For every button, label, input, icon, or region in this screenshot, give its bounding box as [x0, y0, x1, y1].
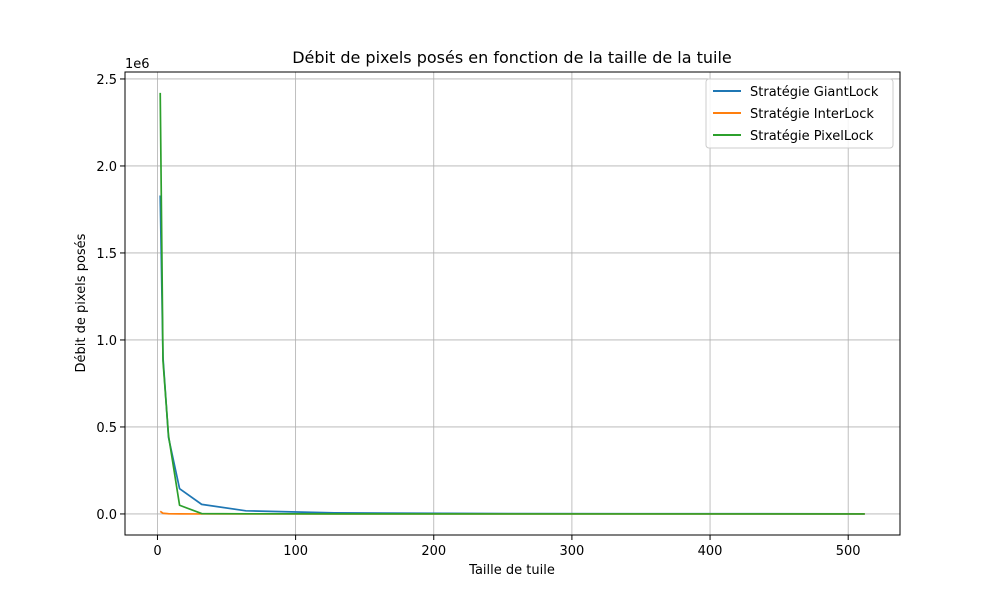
series-line-3 — [159, 92, 865, 515]
y-axis-label: Débit de pixels posés — [74, 233, 89, 372]
chart-title: Débit de pixels posés en fonction de la … — [292, 48, 732, 67]
legend: Stratégie GiantLock Stratégie InterLock St… — [705, 78, 894, 149]
x-tick-label: 500 — [836, 544, 861, 559]
series-line-1 — [159, 195, 865, 515]
x-tick-label: 400 — [698, 544, 723, 559]
series-lines — [159, 92, 865, 515]
plot-area-frame — [124, 71, 901, 536]
x-tick-label: 200 — [421, 544, 446, 559]
y-axis-offset-label: 1e6 — [125, 57, 150, 72]
y-tick-label: 1.5 — [96, 247, 117, 262]
y-tick-label: 2.0 — [96, 160, 117, 175]
x-tick-label: 100 — [283, 544, 308, 559]
y-tick-label: 0.0 — [96, 508, 117, 523]
x-axis-label: Taille de tuile — [468, 563, 555, 578]
x-tick-label: 0 — [153, 544, 161, 559]
y-tick-label: 0.5 — [96, 421, 117, 436]
legend-entry: Stratégie InterLock — [750, 107, 874, 122]
y-tick-label: 1.0 — [96, 334, 117, 349]
legend-box — [705, 78, 894, 149]
y-tick-label: 2.5 — [96, 73, 117, 88]
legend-entry: Stratégie GiantLock — [750, 85, 879, 100]
axis-ticks: 0 100 200 300 400 500 0.0 0.5 1.0 1.5 2.0 2.5 — [96, 73, 860, 559]
x-tick-label: 300 — [559, 544, 584, 559]
legend-entry: Stratégie PixelLock — [750, 129, 874, 144]
